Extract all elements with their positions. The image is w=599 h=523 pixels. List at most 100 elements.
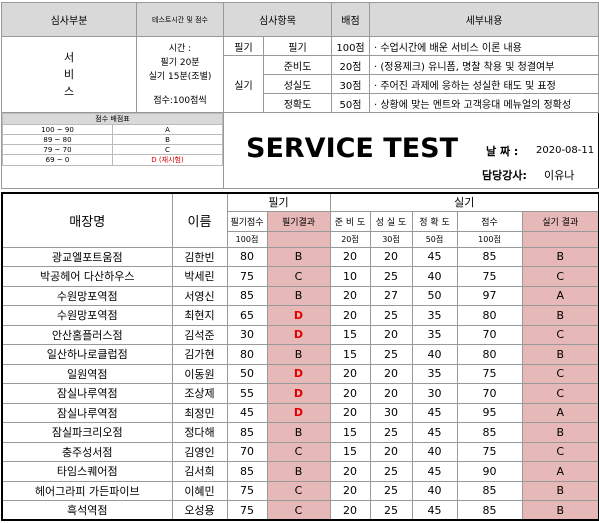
written-result: B <box>266 344 331 365</box>
score: 70 <box>456 383 523 404</box>
result-row: 광교엘포트움점 김한빈 80 B 20 20 45 85 B <box>1 246 599 267</box>
max-points: 100점 <box>226 230 268 248</box>
written-result: D <box>266 324 331 345</box>
sincerity: 25 <box>369 344 413 365</box>
practical-result: B <box>521 480 599 501</box>
written-score: 65 <box>226 305 268 326</box>
store: 잠실나루역점 <box>1 383 173 404</box>
accuracy: 45 <box>411 461 458 482</box>
score-row: 89 ~ 80 B <box>2 134 223 145</box>
written-score: 85 <box>226 285 268 306</box>
prep: 20 <box>329 285 371 306</box>
written-result: D <box>266 402 331 423</box>
written-result: D <box>266 383 331 404</box>
result-row: 흑석역점 오성용 75 C 20 25 45 85 B <box>1 500 599 521</box>
column-header: 실기 결과 <box>521 210 599 232</box>
title: SERVICE TEST <box>246 133 459 164</box>
result-row: 안산홈플러스점 김석준 30 D 15 20 35 70 C <box>1 324 599 345</box>
range: 89 ~ 80 <box>2 134 113 145</box>
name: 박세린 <box>171 266 228 287</box>
sincerity: 27 <box>369 285 413 306</box>
written-score: 80 <box>226 246 268 267</box>
store: 충주성서점 <box>1 441 173 462</box>
sincerity: 20 <box>369 441 413 462</box>
result-row: 일산하나로클럽점 김가현 80 B 15 25 40 80 B <box>1 344 599 365</box>
sincerity: 20 <box>369 324 413 345</box>
accuracy: 35 <box>411 363 458 384</box>
empty-cell <box>266 230 331 248</box>
name: 김서희 <box>171 461 228 482</box>
time-cell: 시간 : 필기 20분 실기 15분(조별) 점수:100점씩 <box>136 36 224 113</box>
practical-result: A <box>521 461 599 482</box>
store: 잠실파크리오점 <box>1 422 173 443</box>
score: 95 <box>456 402 523 423</box>
result-row: 충주성서점 김영인 70 C 15 20 40 75 C <box>1 441 599 462</box>
prep: 20 <box>329 500 371 521</box>
score: 97 <box>456 285 523 306</box>
written-score: 80 <box>226 344 268 365</box>
prep: 20 <box>329 363 371 384</box>
result-row: 수원망포역점 최현지 65 D 20 25 35 80 B <box>1 305 599 326</box>
prep: 15 <box>329 324 371 345</box>
written-result: B <box>266 461 331 482</box>
accuracy: 30 <box>411 383 458 404</box>
item-name: 정확도 <box>263 93 332 113</box>
column-header: 이름 <box>171 192 228 248</box>
written-score: 30 <box>226 324 268 345</box>
score: 75 <box>456 266 523 287</box>
store: 수원망포역점 <box>1 285 173 306</box>
practical-result: A <box>521 285 599 306</box>
grade: C <box>112 144 223 155</box>
score: 85 <box>456 422 523 443</box>
name: 서영신 <box>171 285 228 306</box>
name: 최현지 <box>171 305 228 326</box>
practical-result: B <box>521 500 599 521</box>
time-line: 점수:100점씩 <box>153 95 207 106</box>
max-points: 30점 <box>369 230 413 248</box>
range: 69 ~ 0 <box>2 154 113 166</box>
store: 일원역점 <box>1 363 173 384</box>
time-line: 시간 : <box>168 43 192 54</box>
header-cell: 심사항목 <box>223 2 332 37</box>
written-score: 75 <box>226 500 268 521</box>
empty-cell <box>521 230 599 248</box>
item-points: 30점 <box>331 74 370 94</box>
score: 85 <box>456 500 523 521</box>
name: 조상제 <box>171 383 228 404</box>
service-name: 서비스 <box>63 51 75 98</box>
practical-result: C <box>521 363 599 384</box>
item-name: 필기 <box>263 36 332 56</box>
instructor: 이유나 <box>544 169 575 182</box>
written-result: D <box>266 305 331 326</box>
written-result: D <box>266 363 331 384</box>
written-result: B <box>266 422 331 443</box>
score-table-title: 점수 배점표 <box>2 113 223 125</box>
score: 75 <box>456 441 523 462</box>
date: 2020-08-11 <box>536 145 595 156</box>
header-cell: 심사부분 <box>1 2 137 37</box>
store: 헤어그라피 가든파이브 <box>1 480 173 501</box>
column-header: 필기점수 <box>226 210 268 232</box>
sincerity: 25 <box>369 461 413 482</box>
practical-result: C <box>521 441 599 462</box>
time-line: 실기 15분(조별) <box>148 71 212 82</box>
written-score: 75 <box>226 266 268 287</box>
written-result: C <box>266 441 331 462</box>
written-score: 85 <box>226 422 268 443</box>
max-points: 50점 <box>411 230 458 248</box>
name: 정다해 <box>171 422 228 443</box>
name: 이혜민 <box>171 480 228 501</box>
prep: 20 <box>329 246 371 267</box>
instructor-label: 담당강사: <box>482 169 527 182</box>
store: 박공헤어 다산하우스 <box>1 266 173 287</box>
practical-result: A <box>521 402 599 423</box>
sincerity: 30 <box>369 402 413 423</box>
max-points: 20점 <box>329 230 371 248</box>
written-result: B <box>266 285 331 306</box>
prep: 10 <box>329 266 371 287</box>
score-row: 79 ~ 70 C <box>2 144 223 155</box>
column-header: 정 확 도 <box>411 210 458 232</box>
item-name: 성실도 <box>263 74 332 94</box>
column-header: 필기 <box>226 192 331 212</box>
store: 광교엘포트움점 <box>1 246 173 267</box>
